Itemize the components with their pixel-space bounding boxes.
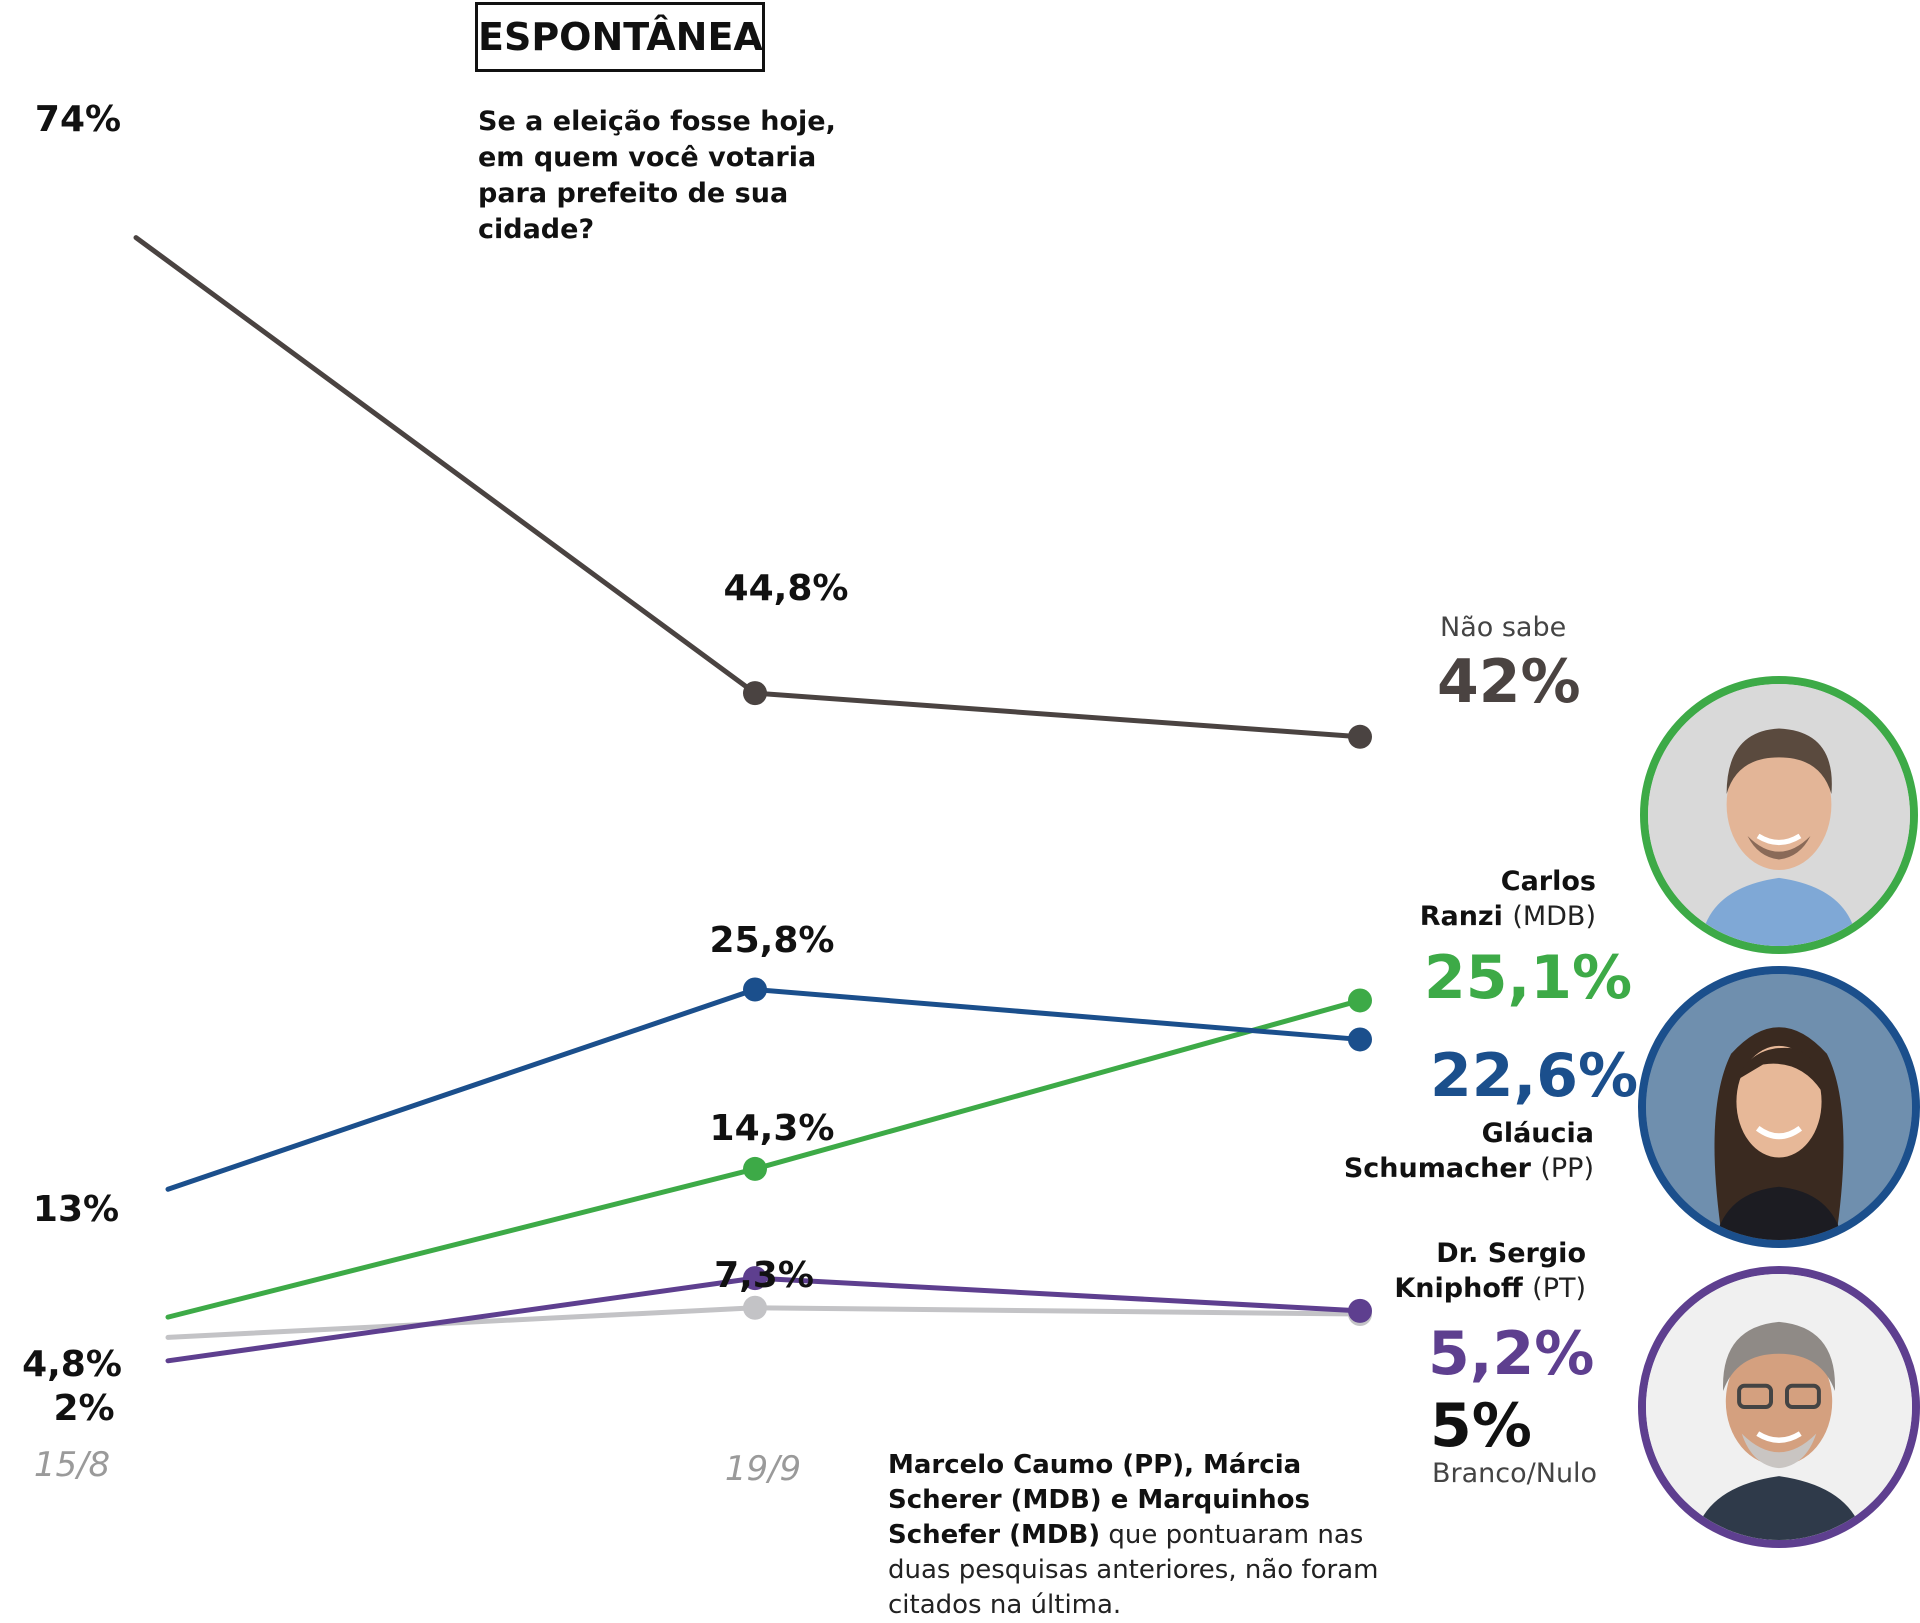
x-tick-label-1: 19/9 xyxy=(725,1449,801,1489)
data-point-1-2 xyxy=(1348,1027,1372,1052)
legend-glaucia-party: (PP) xyxy=(1540,1153,1594,1184)
series-line-0 xyxy=(133,235,1363,740)
legend-kniphoff-party: (PT) xyxy=(1532,1273,1586,1304)
legend-glaucia-value: 22,6% xyxy=(1430,1041,1639,1111)
data-point-2-2 xyxy=(1348,988,1372,1013)
legend-ranzi-name1: Carlos xyxy=(1500,866,1596,897)
data-label-1-1: 25,8% xyxy=(710,920,835,961)
data-point-3-1 xyxy=(743,1266,767,1291)
x-tick-label-0: 15/8 xyxy=(34,1445,110,1485)
footnote: Marcelo Caumo (PP), Márcia Scherer (MDB)… xyxy=(888,1448,1388,1623)
series-line-1 xyxy=(165,987,1363,1192)
legend-nao-sabe-value: 42% xyxy=(1437,647,1581,717)
data-label-1-0: 13% xyxy=(33,1189,119,1230)
chart-title: ESPONTÂNEA xyxy=(475,2,765,72)
data-point-3-2 xyxy=(1348,1298,1372,1323)
legend-kniphoff-name2: Kniphoff xyxy=(1394,1273,1523,1304)
legend-branco-value: 5% xyxy=(1430,1391,1532,1461)
data-label-0-0: 74% xyxy=(35,99,121,140)
data-label-3-0: 2% xyxy=(53,1388,114,1429)
data-point-2-1 xyxy=(743,1156,767,1181)
data-label-0-1: 44,8% xyxy=(724,568,849,609)
legend-kniphoff: Dr. Sergio Kniphoff (PT) xyxy=(1330,1236,1586,1306)
legend-nao-sabe-label: Não sabe xyxy=(1440,612,1567,643)
data-label-3-1: 7,3% xyxy=(714,1255,814,1296)
legend-ranzi-party: (MDB) xyxy=(1512,901,1596,932)
data-point-0-1 xyxy=(743,681,767,706)
man-portrait-icon xyxy=(1640,676,1918,954)
legend-glaucia: Gláucia Schumacher (PP) xyxy=(1300,1116,1594,1186)
legend-kniphoff-value: 5,2% xyxy=(1428,1319,1595,1389)
legend-glaucia-name2: Schumacher xyxy=(1343,1153,1531,1184)
legend-branco-label: Branco/Nulo xyxy=(1432,1458,1598,1489)
data-label-2-1: 14,3% xyxy=(710,1108,835,1149)
man-glasses-portrait-icon xyxy=(1638,1266,1920,1548)
data-point-4-1 xyxy=(743,1295,767,1320)
legend-ranzi-value: 25,1% xyxy=(1424,943,1633,1013)
data-label-2-0: 4,8% xyxy=(22,1344,122,1385)
legend-ranzi: Carlos Ranzi (MDB) xyxy=(1360,864,1596,934)
chart-question: Se a eleição fosse hoje, em quem você vo… xyxy=(478,106,836,245)
footnote-names: Marcelo Caumo (PP), Márcia Scherer (MDB)… xyxy=(888,1450,1311,1550)
legend-kniphoff-name1: Dr. Sergio xyxy=(1436,1238,1586,1269)
woman-portrait-icon xyxy=(1638,966,1920,1248)
data-point-1-1 xyxy=(743,977,767,1002)
legend-ranzi-name2: Ranzi xyxy=(1419,901,1503,932)
legend-glaucia-name1: Gláucia xyxy=(1481,1118,1594,1149)
data-point-0-2 xyxy=(1348,724,1372,749)
